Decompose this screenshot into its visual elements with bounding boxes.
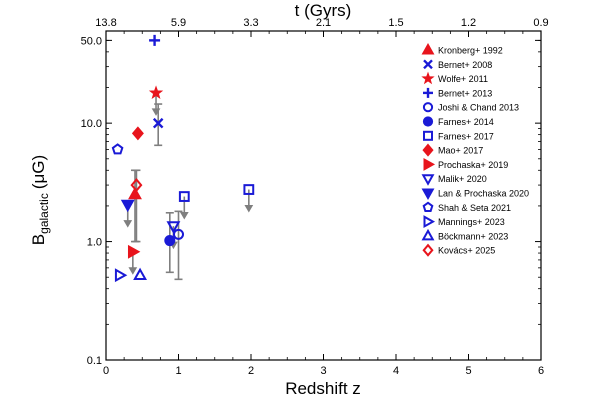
upper-limit-arrowhead — [244, 205, 254, 213]
legend-marker — [423, 87, 433, 98]
x-tick-label: 1 — [175, 365, 181, 377]
legend-label: Bernet+ 2008 — [438, 60, 492, 70]
data-point-x — [152, 117, 164, 129]
y-tick-label: 0.1 — [87, 355, 102, 367]
x-tick-label: 2 — [248, 365, 254, 377]
x-tick-label: 3 — [320, 365, 326, 377]
data-point-diamond — [131, 126, 144, 141]
legend-marker — [421, 188, 435, 201]
x-tick-label: 6 — [538, 365, 544, 377]
legend-marker — [422, 201, 434, 212]
upper-limit-arrowhead — [128, 267, 138, 275]
y-axis-label-unit: (μG) — [29, 155, 48, 189]
legend-marker — [423, 157, 436, 171]
upper-limit-arrowhead — [151, 108, 161, 116]
legend-label: Kovács+ 2025 — [438, 246, 495, 256]
legend-marker — [423, 130, 433, 141]
legend-label: Farnes+ 2014 — [438, 117, 494, 127]
upper-limit-arrowhead — [123, 220, 133, 228]
legend-marker-stroke — [423, 59, 433, 70]
y-tick-label: 1.0 — [87, 237, 102, 249]
axes-layer: 0 1 2 3 4 5 6 13.8 5.9 3.3 2.1 1.5 1.2 0.9 0.1 1.0 10.0 5… — [81, 17, 549, 377]
legend-label: Mao+ 2017 — [438, 146, 483, 156]
data-point-plus — [149, 34, 161, 46]
legend-marker — [421, 71, 435, 85]
top-tick-label: 1.2 — [461, 17, 476, 29]
legend-label: Prochaska+ 2019 — [438, 160, 508, 170]
legend-label: Farnes+ 2017 — [438, 131, 494, 141]
data-point-pentagon — [111, 143, 124, 155]
legend-label: Böckmann+ 2023 — [438, 231, 508, 241]
y-axis-label: Bgalactic (μG) — [29, 155, 51, 245]
top-tick-label: 2.1 — [316, 17, 331, 29]
data-point-square — [178, 191, 190, 202]
legend-marker — [423, 59, 433, 70]
legend-label: Mannings+ 2023 — [438, 217, 505, 227]
legend-marker — [422, 102, 434, 113]
legend-label: Shah & Seta 2021 — [438, 203, 511, 213]
legend-marker — [421, 42, 435, 55]
top-tick-label: 3.3 — [243, 17, 258, 29]
errorbars-layer — [123, 92, 254, 281]
x-tick-label: 4 — [393, 365, 399, 377]
data-point-circle — [164, 235, 176, 247]
y-axis-label-sub: galactic — [37, 193, 51, 234]
upper-limit-arrowhead — [179, 212, 189, 220]
marks-layer — [111, 34, 255, 283]
data-point-triangle-up — [128, 186, 142, 200]
top-tick-label: 13.8 — [95, 17, 116, 29]
legend-label: Bernet+ 2013 — [438, 88, 492, 98]
legend: Kronberg+ 1992 Bernet+ 2008 Wolfe+ 2011 Ber… — [421, 42, 529, 257]
legend-label: Joshi & Chand 2013 — [438, 103, 519, 113]
legend-marker — [421, 174, 435, 186]
top-tick-label: 1.5 — [388, 17, 403, 29]
y-tick-label: 10.0 — [81, 118, 102, 130]
y-tick-label: 50.0 — [81, 35, 102, 47]
x-tick-label: 5 — [465, 365, 471, 377]
legend-marker — [422, 116, 434, 127]
data-point-x-stroke — [152, 117, 164, 129]
data-point-star — [148, 85, 164, 100]
x-axis-label: Redshift z — [285, 379, 361, 398]
data-point-triangle-right — [114, 268, 128, 283]
legend-marker — [423, 215, 436, 229]
data-point-triangle-right — [127, 244, 141, 259]
legend-marker — [422, 243, 434, 257]
data-point-triangle-down — [120, 199, 135, 213]
legend-marker — [422, 143, 434, 157]
legend-label: Kronberg+ 1992 — [438, 46, 503, 56]
legend-label: Malik+ 2020 — [438, 174, 487, 184]
y-axis-label-main: B — [29, 234, 48, 245]
top-axis-label: t (Gyrs) — [295, 1, 352, 20]
data-point-diamond — [130, 178, 143, 193]
x-tick-label: 0 — [103, 365, 109, 377]
data-point-circle — [172, 228, 185, 240]
legend-label: Lan & Prochaska 2020 — [438, 189, 529, 199]
data-point-triangle-up — [133, 267, 148, 281]
top-tick-label: 0.9 — [533, 17, 548, 29]
data-point-triangle-down — [166, 221, 181, 234]
legend-label: Wolfe+ 2011 — [438, 74, 488, 84]
top-tick-label: 5.9 — [171, 17, 186, 29]
data-point-square — [243, 184, 255, 195]
legend-marker — [421, 228, 435, 241]
